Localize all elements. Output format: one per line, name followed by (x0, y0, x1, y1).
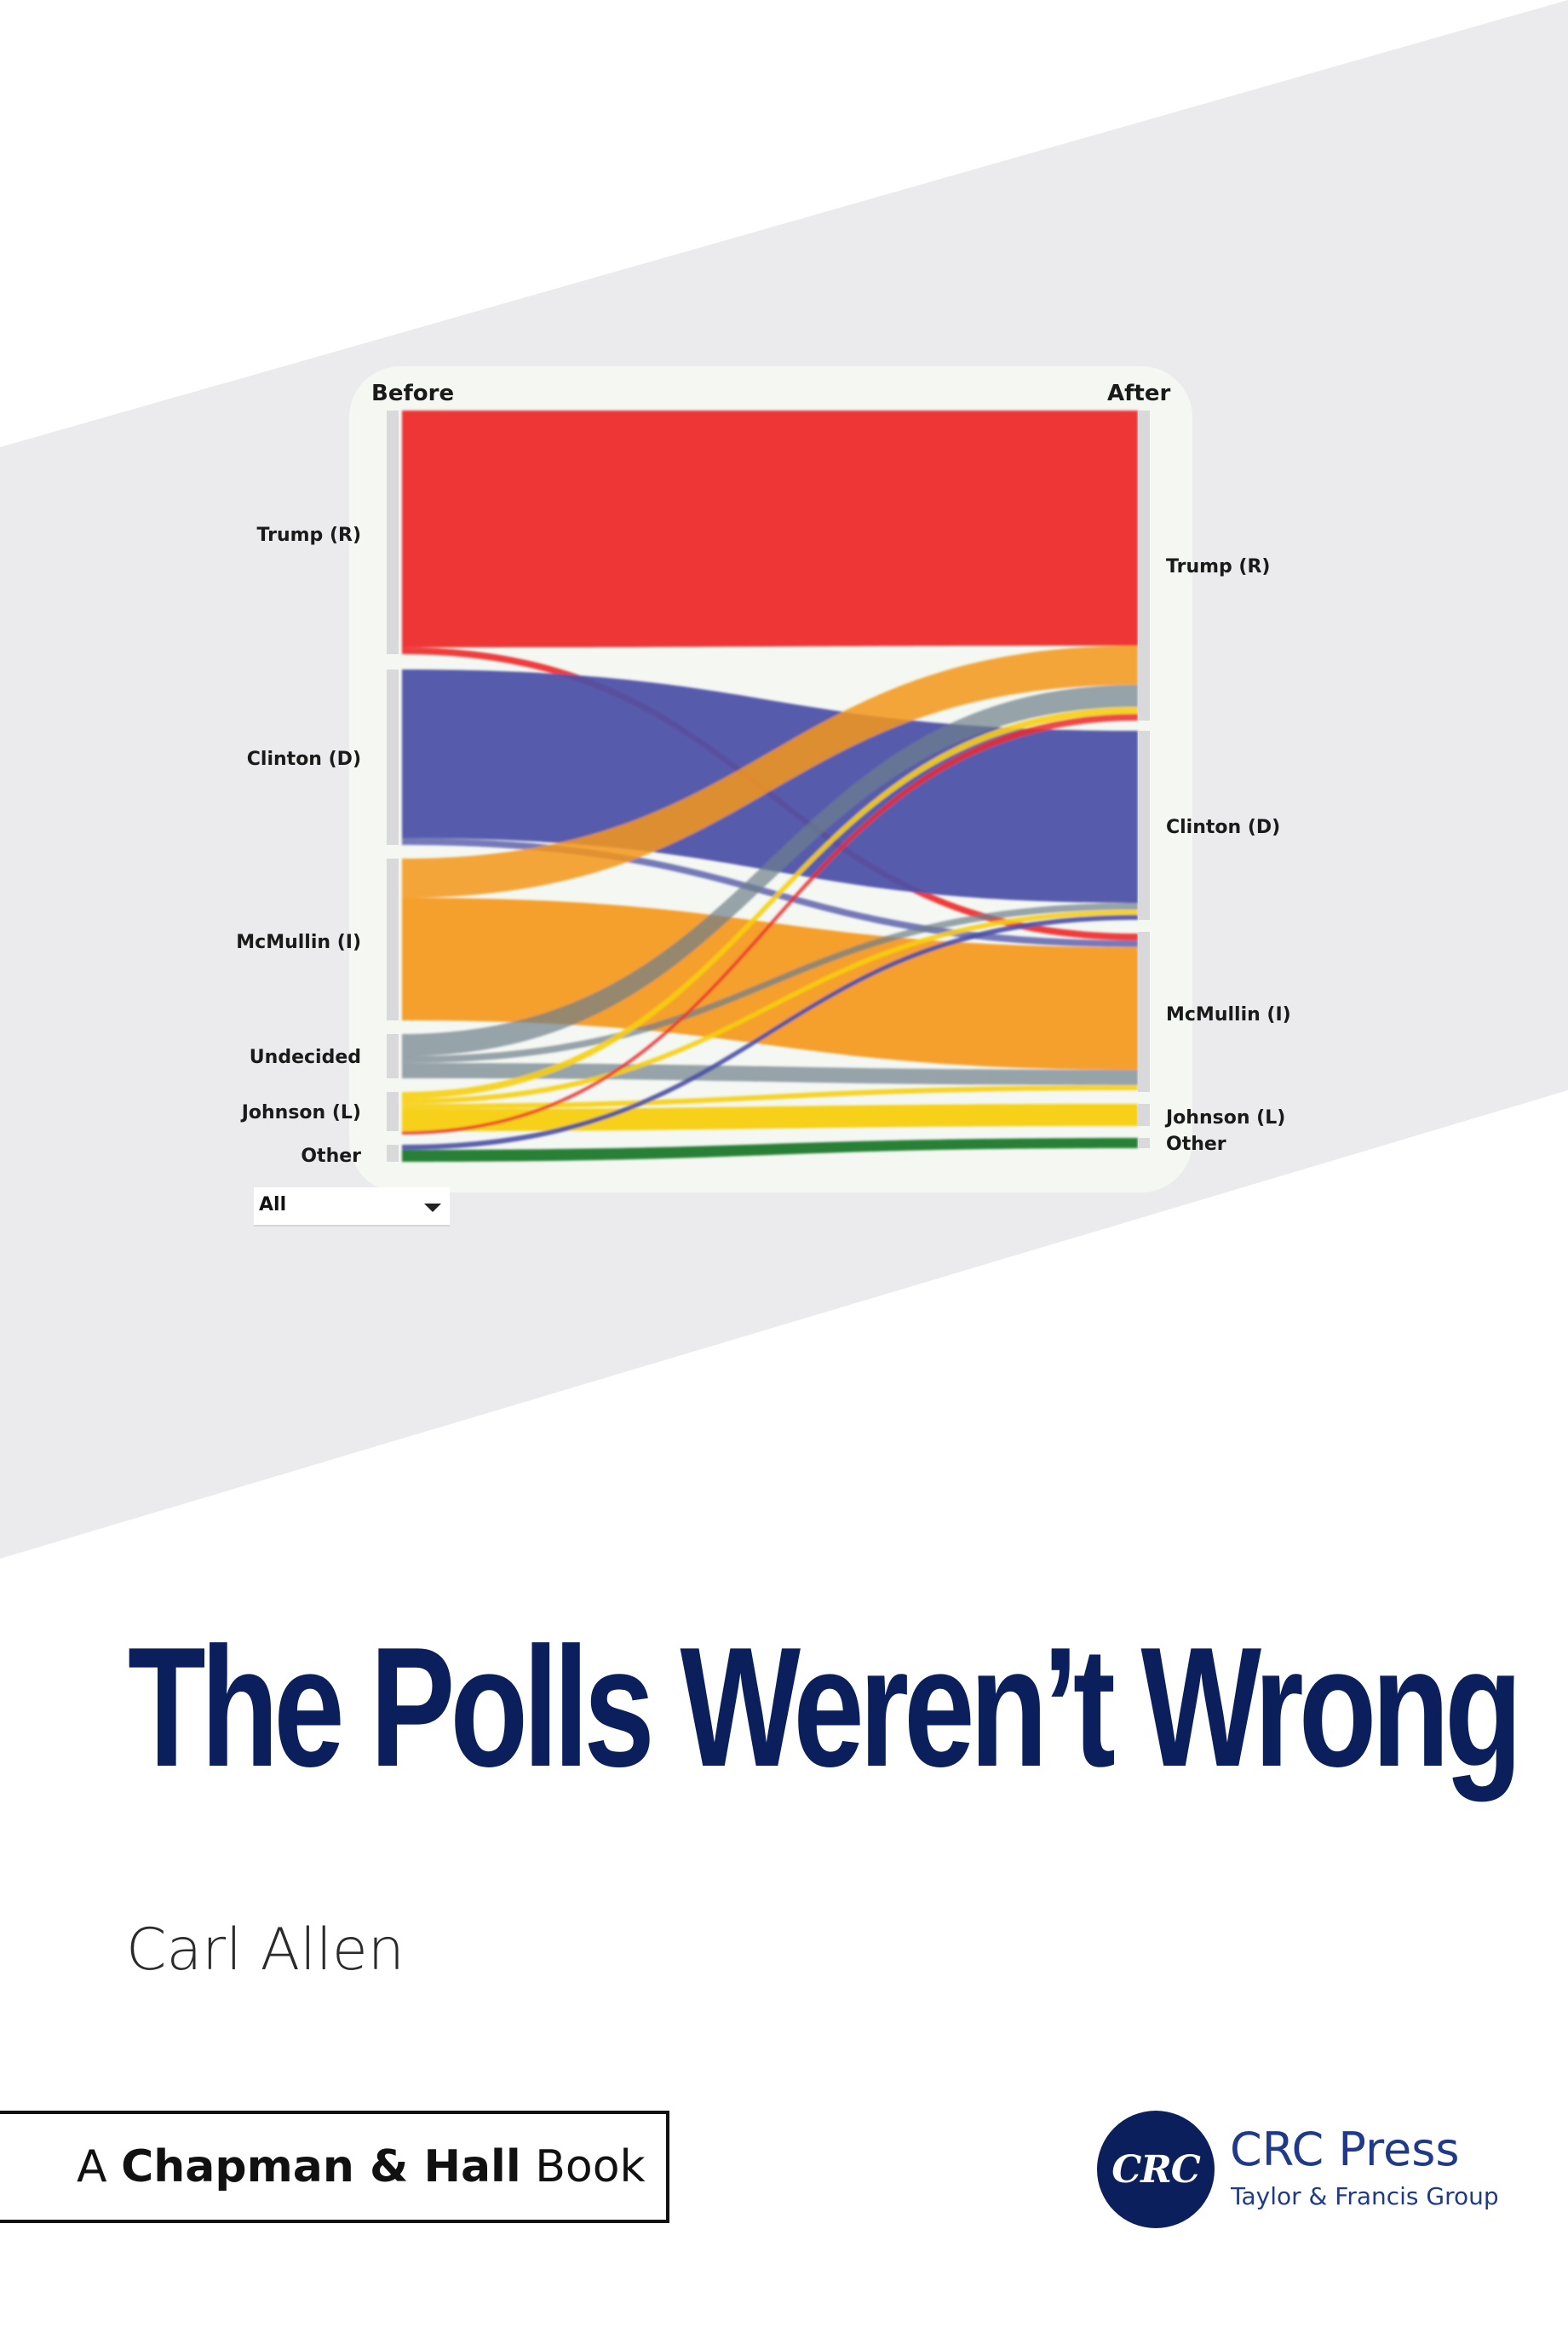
book-title: The Polls Weren’t Wrong (128, 1612, 1523, 1802)
series-text: A Chapman & Hall Book (77, 2141, 646, 2192)
series-prefix: A (77, 2141, 107, 2192)
publisher-name: CRC Press (1230, 2123, 1460, 2176)
right-node-other (1138, 1138, 1150, 1148)
left-node-label: Undecided (250, 1047, 361, 1068)
left-node-clinton (387, 669, 399, 845)
header-before: Before (371, 381, 454, 406)
left-node-other (387, 1145, 399, 1162)
right-node-label: Other (1166, 1134, 1226, 1155)
right-node-clinton (1138, 731, 1150, 920)
sankey-flow-johnson (402, 1085, 1138, 1109)
series-name: Chapman & Hall (121, 2141, 521, 2192)
sankey-flow-trump (402, 714, 1138, 1135)
sankey-flow-mcmullin (402, 646, 1138, 898)
right-node-johnson (1138, 1104, 1150, 1126)
left-node-undecided (387, 1034, 399, 1078)
publisher-group: Taylor & Francis Group (1231, 2182, 1499, 2210)
sankey-flow-johnson (402, 910, 1138, 1104)
author-name: Carl Allen (126, 1916, 405, 1984)
left-node-label: Clinton (D) (247, 749, 361, 770)
sankey-flow-undecided (402, 1063, 1138, 1085)
header-after: After (1107, 381, 1170, 406)
crc-logo-icon: CRC (1097, 2111, 1215, 2228)
right-node-label: Clinton (D) (1166, 817, 1280, 838)
sankey-flow-clinton (402, 915, 1138, 1150)
left-node-johnson (387, 1092, 399, 1131)
sankey-flow-trump (402, 411, 1138, 647)
series-suffix: Book (535, 2141, 646, 2192)
sankey-flow-clinton (402, 838, 1138, 947)
sankey-flow-johnson (402, 707, 1138, 1099)
left-node-label: Other (301, 1146, 361, 1167)
right-node-trump (1138, 411, 1150, 721)
crc-logo-mark: CRC (1111, 2148, 1201, 2192)
sankey-flow-undecided (402, 685, 1138, 1056)
left-node-label: McMullin (I) (236, 932, 361, 953)
sankey-flow-undecided (402, 903, 1138, 1063)
right-node-label: Johnson (L) (1164, 1107, 1285, 1129)
left-node-label: Trump (R) (257, 525, 361, 546)
chevron-down-icon (424, 1204, 441, 1212)
right-node-label: Trump (R) (1166, 556, 1270, 577)
sankey-flow-other (402, 1138, 1138, 1162)
left-node-label: Johnson (L) (240, 1102, 361, 1123)
right-node-mcmullin (1138, 932, 1150, 1092)
left-node-trump (387, 411, 399, 654)
series-badge: A Chapman & Hall Book (0, 2111, 669, 2223)
left-node-mcmullin (387, 859, 399, 1020)
filter-dropdown[interactable]: All (254, 1187, 450, 1227)
filter-selected-value: All (259, 1194, 287, 1215)
right-node-label: McMullin (I) (1166, 1004, 1291, 1026)
